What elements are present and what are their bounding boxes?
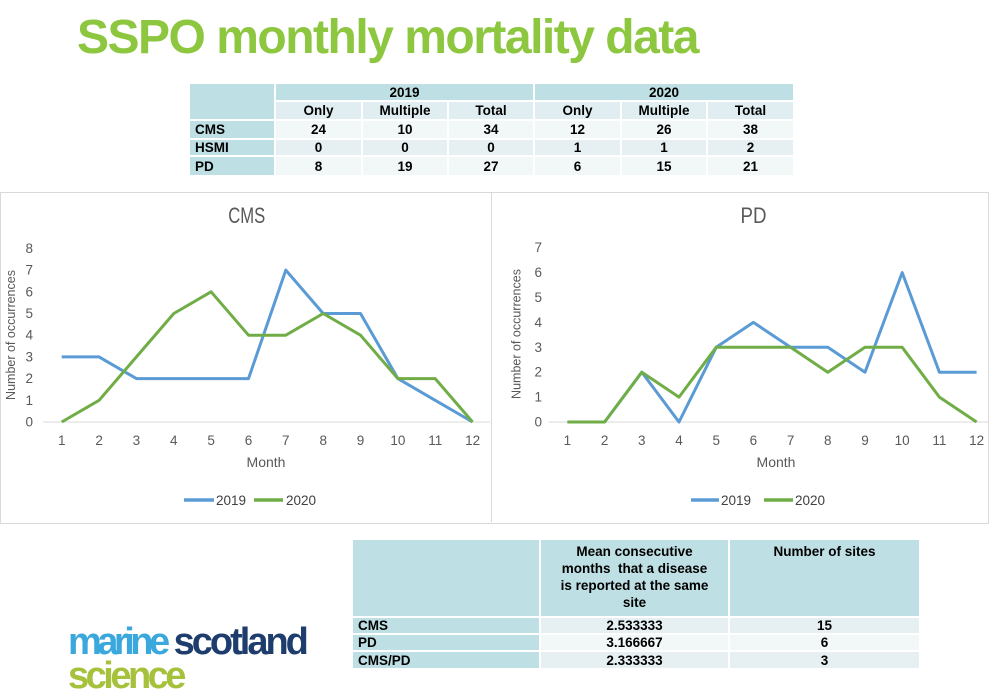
svg-text:Number of occurrences: Number of occurrences	[4, 270, 18, 400]
svg-text:CMS: CMS	[228, 203, 265, 228]
svg-text:9: 9	[357, 433, 365, 448]
svg-text:12: 12	[465, 433, 480, 448]
svg-text:6: 6	[25, 284, 33, 299]
svg-text:5: 5	[25, 306, 33, 321]
svg-text:5: 5	[207, 433, 215, 448]
svg-text:Number of occurrences: Number of occurrences	[510, 269, 524, 399]
svg-text:6: 6	[750, 433, 758, 448]
svg-text:6: 6	[534, 265, 542, 280]
svg-text:0: 0	[25, 415, 33, 430]
svg-text:3: 3	[638, 433, 646, 448]
svg-text:4: 4	[170, 433, 178, 448]
svg-text:2: 2	[95, 433, 103, 448]
svg-text:3: 3	[534, 340, 542, 355]
svg-text:8: 8	[25, 241, 33, 256]
svg-text:7: 7	[25, 263, 33, 278]
svg-text:8: 8	[319, 433, 327, 448]
svg-text:1: 1	[564, 433, 572, 448]
svg-text:1: 1	[534, 390, 542, 405]
svg-text:3: 3	[133, 433, 141, 448]
svg-text:2019: 2019	[721, 493, 751, 508]
svg-text:2020: 2020	[286, 493, 316, 508]
svg-text:1: 1	[58, 433, 66, 448]
svg-text:0: 0	[534, 415, 542, 430]
svg-text:Month: Month	[757, 454, 796, 470]
svg-text:4: 4	[25, 328, 33, 343]
svg-text:12: 12	[969, 433, 984, 448]
svg-text:4: 4	[534, 315, 542, 330]
svg-text:11: 11	[428, 433, 442, 448]
svg-text:2: 2	[25, 371, 33, 386]
svg-text:8: 8	[824, 433, 832, 448]
svg-text:11: 11	[932, 433, 946, 448]
svg-text:5: 5	[712, 433, 720, 448]
svg-text:7: 7	[282, 433, 290, 448]
svg-text:10: 10	[390, 433, 405, 448]
svg-text:3: 3	[25, 349, 33, 364]
svg-text:2020: 2020	[795, 493, 825, 508]
svg-text:10: 10	[895, 433, 910, 448]
svg-text:1: 1	[25, 393, 33, 408]
svg-text:6: 6	[245, 433, 253, 448]
svg-text:7: 7	[787, 433, 795, 448]
svg-text:2: 2	[601, 433, 609, 448]
svg-text:5: 5	[534, 290, 542, 305]
svg-text:2: 2	[534, 365, 542, 380]
svg-text:2019: 2019	[216, 493, 246, 508]
svg-text:4: 4	[675, 433, 683, 448]
svg-text:9: 9	[861, 433, 869, 448]
svg-text:7: 7	[534, 240, 542, 255]
svg-text:Month: Month	[247, 454, 286, 470]
svg-text:PD: PD	[741, 203, 767, 228]
